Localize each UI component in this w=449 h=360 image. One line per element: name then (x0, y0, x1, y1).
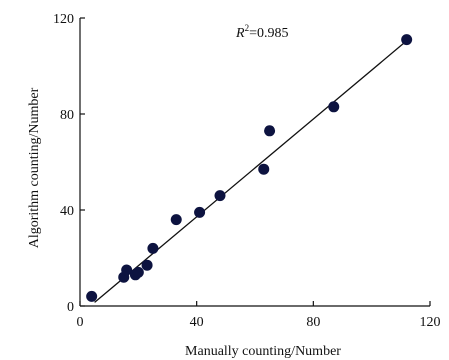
data-point (258, 163, 270, 175)
y-tick-label: 0 (67, 300, 74, 315)
x-tick-label: 120 (420, 315, 441, 330)
y-axis-title: Algorithm counting/Number (27, 87, 42, 248)
x-tick-label: 40 (190, 315, 204, 330)
axes (79, 18, 430, 307)
r-squared-annotation: R2=0.985 (235, 23, 288, 41)
data-point (141, 259, 153, 271)
data-point (194, 206, 206, 218)
r-superscript: 2 (245, 23, 250, 33)
data-point (264, 125, 276, 137)
data-point (214, 190, 226, 202)
data-point (121, 264, 133, 276)
x-axis-title: Manually counting/Number (185, 344, 341, 359)
data-points (86, 34, 413, 302)
data-point (86, 290, 98, 302)
data-point (170, 214, 182, 226)
y-tick-label: 40 (60, 204, 74, 219)
y-tick-label: 80 (60, 108, 74, 123)
r-symbol: R (235, 26, 245, 41)
x-tick-label: 80 (306, 315, 320, 330)
data-point (147, 242, 159, 254)
data-point (328, 101, 340, 113)
ticks: 0 40 80 120 0 40 80 120 (53, 12, 441, 330)
data-point (132, 266, 144, 278)
r-squared-value: =0.985 (249, 26, 288, 41)
regression-line (94, 40, 408, 303)
data-point (401, 34, 413, 46)
y-tick-label: 120 (53, 12, 74, 27)
x-tick-label: 0 (77, 315, 84, 330)
